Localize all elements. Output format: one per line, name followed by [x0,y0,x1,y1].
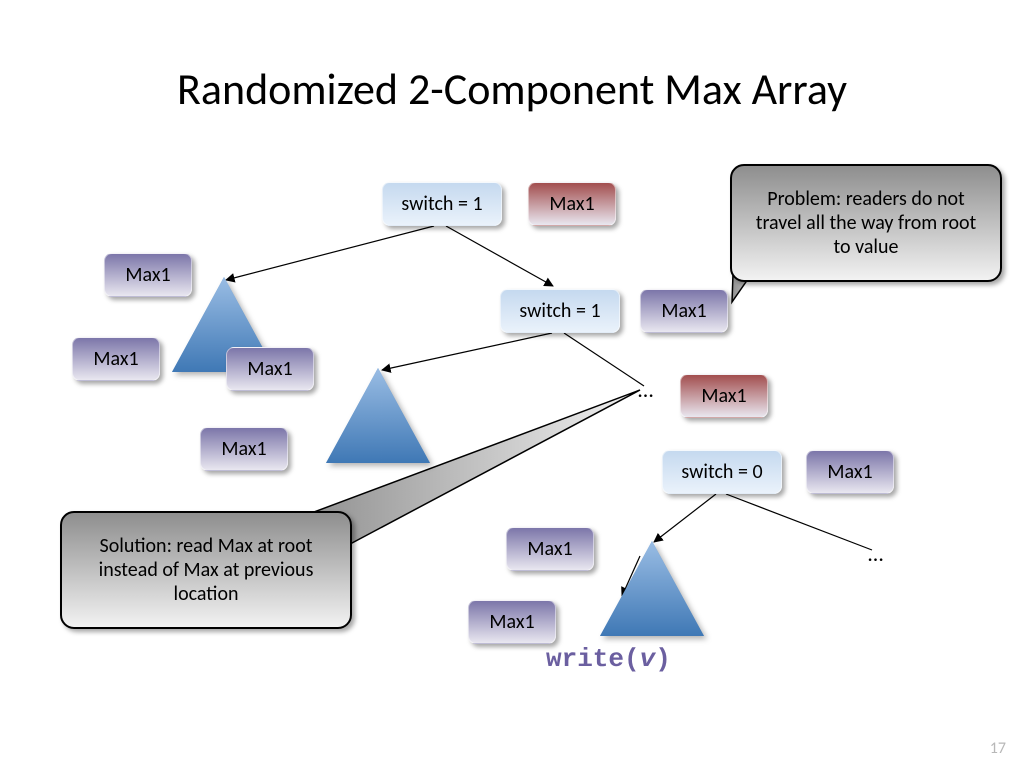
problem-callout: Problem: readers do not travel all the w… [730,164,1002,282]
max-node: Max1 [528,182,616,226]
solution-callout: Solution: read Max at root instead of Ma… [60,511,352,629]
switch-node: switch = 0 [662,450,782,494]
write-label-post: ) [655,644,671,674]
slide: { "page": { "width": 1024, "height": 768… [0,0,1024,768]
max-node: Max1 [468,600,556,644]
ellipsis: … [638,376,653,403]
max-node: Max1 [640,289,728,333]
arrow [726,494,872,550]
max-node: Max1 [680,374,768,418]
max-node: Max1 [200,427,288,471]
max-node: Max1 [506,527,594,571]
switch-node: switch = 1 [500,289,620,333]
switch-node: switch = 1 [382,182,502,226]
triangle [326,368,430,463]
arrow [226,226,434,280]
max-node: Max1 [104,253,192,297]
max-node: Max1 [806,450,894,494]
ellipsis: … [868,540,883,567]
arrow [564,333,644,386]
slide-title: Randomized 2-Component Max Array [0,62,1024,116]
max-node: Max1 [72,337,160,381]
max-node: Max1 [226,347,314,391]
write-label-pre: write( [546,644,640,674]
arrow [654,494,716,542]
write-label: write(v) [546,644,671,674]
arrow [382,333,552,370]
write-label-var: v [640,644,656,674]
page-number: 17 [990,739,1006,758]
arrow [446,226,553,286]
triangle [600,541,704,636]
